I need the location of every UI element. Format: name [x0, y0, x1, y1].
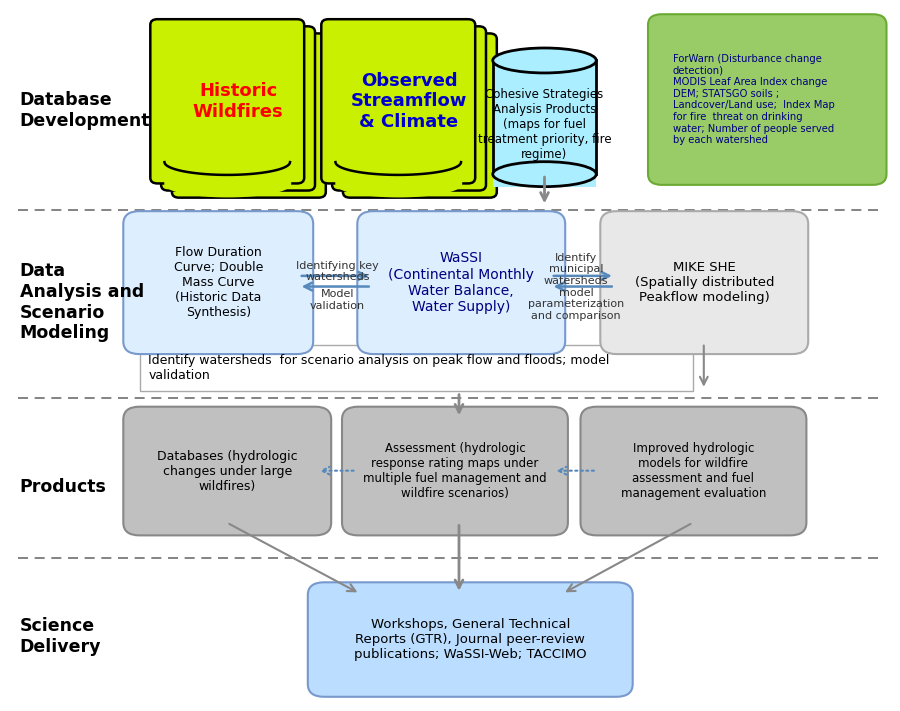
FancyBboxPatch shape	[308, 582, 633, 697]
Text: WaSSI
(Continental Monthly
Water Balance,
Water Supply): WaSSI (Continental Monthly Water Balance…	[388, 251, 535, 314]
FancyBboxPatch shape	[172, 33, 326, 198]
Bar	[140, 345, 693, 391]
Text: Science
Delivery: Science Delivery	[20, 617, 102, 656]
Text: Identifying key
watersheds: Identifying key watersheds	[296, 261, 379, 282]
FancyBboxPatch shape	[357, 211, 565, 354]
Text: Identify watersheds  for scenario analysis on peak flow and floods; model
valida: Identify watersheds for scenario analysi…	[148, 354, 610, 382]
Text: model
parameterization
and comparison: model parameterization and comparison	[528, 288, 624, 321]
Text: Flow Duration
Curve; Double
Mass Curve
(Historic Data
Synthesis): Flow Duration Curve; Double Mass Curve (…	[174, 246, 263, 319]
Text: Historic
Wildfires: Historic Wildfires	[193, 82, 284, 121]
Text: Observed
Streamflow
& Climate: Observed Streamflow & Climate	[351, 72, 467, 131]
Text: Data
Analysis and
Scenario
Modeling: Data Analysis and Scenario Modeling	[20, 262, 144, 343]
FancyBboxPatch shape	[580, 407, 806, 535]
Text: Database
Development: Database Development	[20, 91, 150, 129]
Text: MIKE SHE
(Spatially distributed
Peakflow modeling): MIKE SHE (Spatially distributed Peakflow…	[634, 261, 774, 304]
Text: Improved hydrologic
models for wildfire
assessment and fuel
management evaluatio: Improved hydrologic models for wildfire …	[621, 442, 766, 500]
FancyBboxPatch shape	[123, 211, 313, 354]
Text: Workshops, General Technical
Reports (GTR), Journal peer-review
publications; Wa: Workshops, General Technical Reports (GT…	[354, 618, 587, 661]
FancyBboxPatch shape	[600, 211, 808, 354]
FancyBboxPatch shape	[342, 407, 568, 535]
FancyBboxPatch shape	[321, 19, 475, 183]
Ellipse shape	[493, 48, 596, 73]
FancyBboxPatch shape	[332, 26, 486, 191]
Bar	[493, 60, 596, 187]
FancyBboxPatch shape	[343, 33, 497, 198]
Text: ForWarn (Disturbance change
detection)
MODIS Leaf Area Index change
DEM; STATSGO: ForWarn (Disturbance change detection) M…	[673, 54, 834, 145]
Text: Assessment (hydrologic
response rating maps under
multiple fuel management and
w: Assessment (hydrologic response rating m…	[363, 442, 547, 500]
FancyBboxPatch shape	[161, 26, 315, 191]
FancyBboxPatch shape	[648, 14, 886, 185]
FancyBboxPatch shape	[123, 407, 331, 535]
Text: Cohesive Strategies
Analysis Products
(maps for fuel
treatment priority, fire
re: Cohesive Strategies Analysis Products (m…	[478, 88, 611, 161]
FancyBboxPatch shape	[150, 19, 304, 183]
Ellipse shape	[493, 161, 596, 187]
Text: Model
validation: Model validation	[310, 289, 365, 311]
Text: Products: Products	[20, 478, 107, 496]
Text: Identify
municipal
watersheds: Identify municipal watersheds	[544, 253, 608, 286]
Text: Databases (hydrologic
changes under large
wildfires): Databases (hydrologic changes under larg…	[157, 449, 298, 493]
